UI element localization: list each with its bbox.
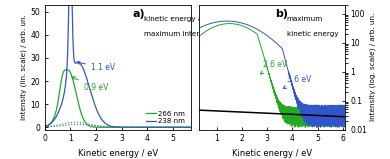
Y-axis label: Intensity (log. scale) / arb. un.: Intensity (log. scale) / arb. un.: [370, 13, 376, 121]
X-axis label: Kinetic energy / eV: Kinetic energy / eV: [232, 149, 312, 158]
Text: a): a): [132, 9, 145, 18]
Text: maximum intensity: maximum intensity: [144, 31, 214, 37]
Text: 1.1 eV: 1.1 eV: [77, 61, 115, 72]
Text: maximum: maximum: [287, 16, 323, 22]
Text: kinetic energy at: kinetic energy at: [144, 16, 205, 22]
Legend: 266 nm, 238 nm: 266 nm, 238 nm: [145, 110, 186, 125]
Y-axis label: Intensity (lin. scale) / arb. un.: Intensity (lin. scale) / arb. un.: [21, 14, 27, 120]
X-axis label: Kinetic energy / eV: Kinetic energy / eV: [78, 149, 158, 158]
Text: kinetic energy: kinetic energy: [287, 31, 339, 37]
Text: 3.6 eV: 3.6 eV: [283, 75, 312, 88]
Text: b): b): [275, 9, 288, 18]
Text: 0.9 eV: 0.9 eV: [72, 77, 108, 93]
Text: 2.6 eV: 2.6 eV: [261, 60, 288, 74]
